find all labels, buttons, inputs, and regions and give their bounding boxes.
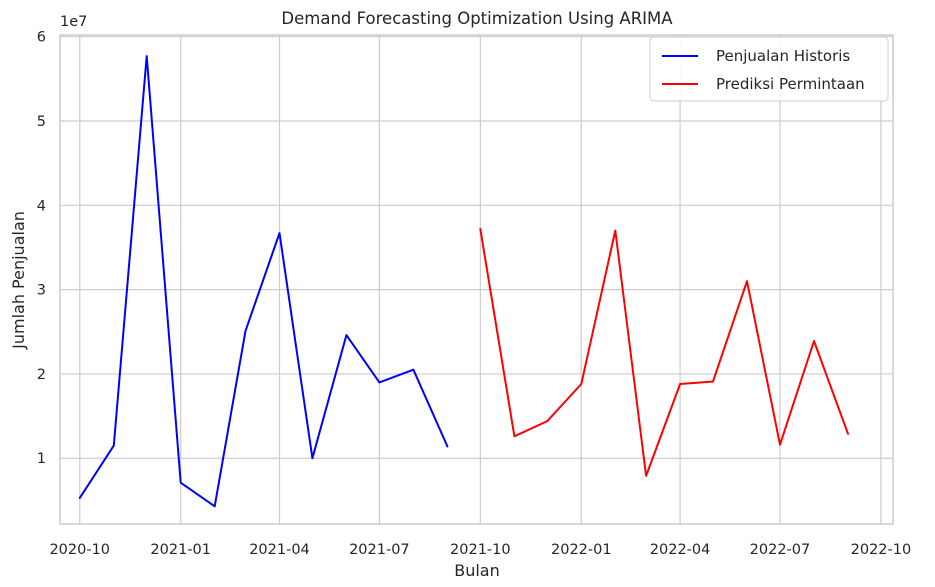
y-axis-multiplier: 1e7 bbox=[60, 14, 87, 30]
series-line-0 bbox=[78, 55, 449, 508]
y-tick-label: 6 bbox=[37, 30, 46, 46]
legend-box bbox=[649, 36, 889, 102]
x-tick-label: 2022-10 bbox=[851, 542, 912, 558]
tick-labels: 1 2 3 4 5 6 2020-10 2021-01 2021-04 2021-07 2021-1… bbox=[37, 30, 911, 558]
legend-label-historis: Penjualan Historis bbox=[716, 47, 850, 65]
legend-label-prediksi: Prediksi Permintaan bbox=[716, 75, 865, 93]
x-tick-label: 2022-04 bbox=[650, 542, 711, 558]
x-tick-label: 2021-10 bbox=[450, 542, 511, 558]
series-line-1 bbox=[479, 227, 849, 477]
y-axis-label: Jumlah Penjualan bbox=[9, 211, 28, 350]
x-tick-label: 2021-07 bbox=[349, 542, 410, 558]
series-lines bbox=[78, 55, 849, 508]
y-tick-label: 5 bbox=[37, 114, 46, 130]
x-tick-label: 2022-07 bbox=[750, 542, 811, 558]
x-tick-label: 2021-01 bbox=[150, 542, 211, 558]
y-tick-label: 2 bbox=[37, 367, 46, 383]
x-tick-label: 2020-10 bbox=[49, 542, 110, 558]
legend: Penjualan Historis Prediksi Permintaan bbox=[649, 36, 889, 102]
x-tick-label: 2022-01 bbox=[551, 542, 612, 558]
plot-area-frame bbox=[59, 34, 894, 525]
y-tick-label: 1 bbox=[37, 451, 46, 467]
chart-title: Demand Forecasting Optimization Using AR… bbox=[281, 9, 673, 28]
x-axis-label: Bulan bbox=[454, 561, 500, 580]
x-tick-label: 2021-04 bbox=[249, 542, 310, 558]
y-tick-label: 3 bbox=[37, 283, 46, 299]
y-tick-label: 4 bbox=[37, 198, 46, 214]
grid bbox=[60, 35, 893, 524]
